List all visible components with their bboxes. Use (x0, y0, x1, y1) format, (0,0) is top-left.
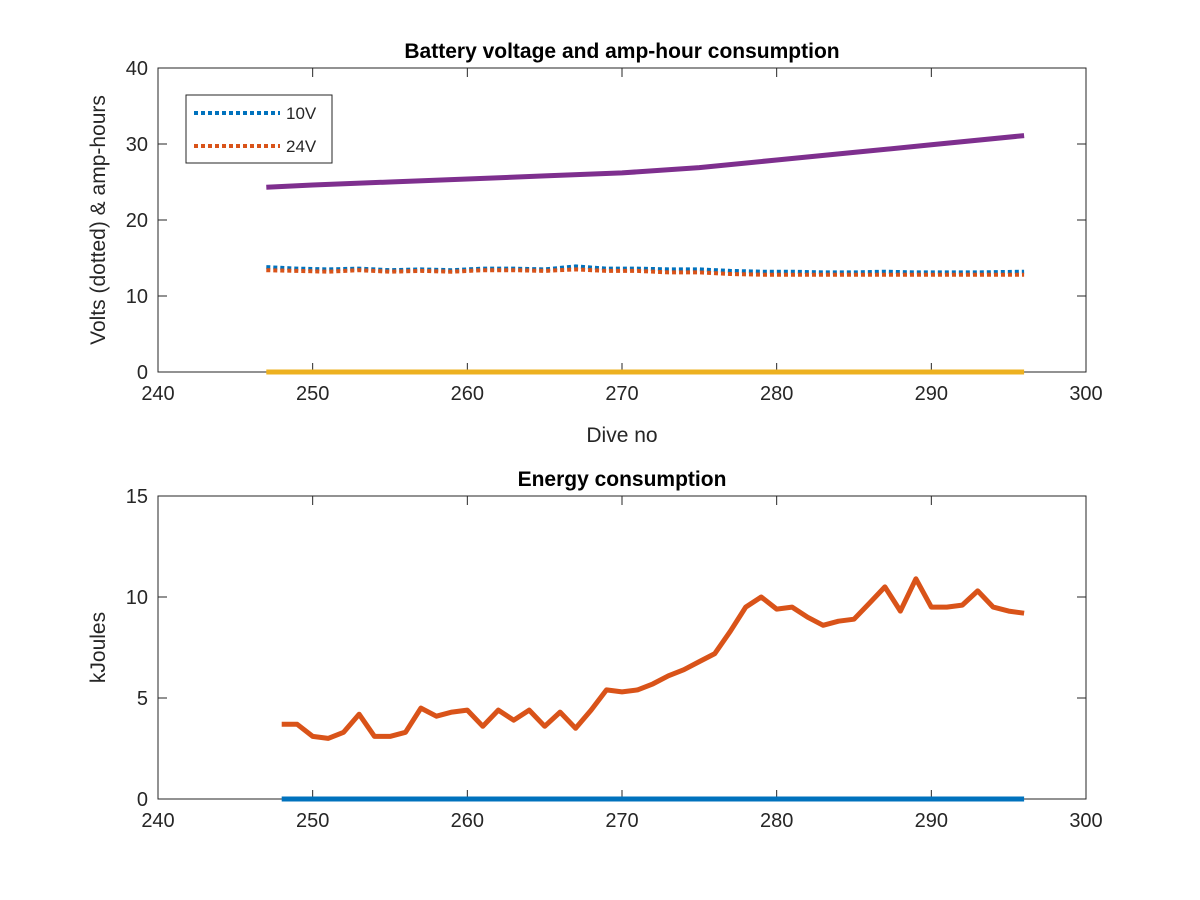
x-tick-label: 260 (451, 383, 484, 405)
x-tick-label: 290 (915, 383, 948, 405)
x-tick-label: 300 (1069, 810, 1102, 832)
y-tick-label: 15 (126, 486, 148, 508)
x-axis-label: Dive no (586, 424, 657, 447)
series-line-1 (266, 264, 1025, 275)
series-line-2 (281, 576, 1025, 741)
x-tick-label: 280 (760, 810, 793, 832)
y-tick-label: 0 (137, 362, 148, 384)
x-tick-label: 240 (141, 383, 174, 405)
x-tick-label: 280 (760, 383, 793, 405)
y-axis-label: Volts (dotted) & amp-hours (87, 95, 110, 345)
x-tick-label: 250 (296, 383, 329, 405)
x-tick-label: 290 (915, 810, 948, 832)
y-axis-label: kJoules (87, 612, 110, 683)
legend-box (185, 94, 333, 164)
y-tick-label: 20 (126, 210, 148, 232)
x-tick-label: 270 (605, 383, 638, 405)
legend-label: 10V (286, 104, 317, 123)
chart-title: Battery voltage and amp-hour consumption (404, 40, 839, 63)
y-tick-label: 10 (126, 286, 148, 308)
subplot-2: 240 250 260 270 280 290 300 0 5 10 15 Energy consum… (87, 468, 1103, 832)
series-line-4 (266, 133, 1025, 190)
y-tick-label: 30 (126, 134, 148, 156)
x-tick-label: 270 (605, 810, 638, 832)
x-tick-label: 240 (141, 810, 174, 832)
x-tick-label: 300 (1069, 383, 1102, 405)
x-tick-label: 250 (296, 810, 329, 832)
y-tick-label: 10 (126, 587, 148, 609)
y-tick-label: 5 (137, 688, 148, 710)
axes-box (157, 495, 1087, 800)
chart-title: Energy consumption (518, 468, 727, 491)
legend-label: 24V (286, 137, 317, 156)
series-line-2 (266, 267, 1025, 277)
y-tick-label: 40 (126, 58, 148, 80)
subplot-1: 240 250 260 270 280 290 300 0 10 20 30 40 Battery vo… (87, 40, 1103, 447)
legend: 10V 24V (185, 94, 333, 164)
y-tick-label: 0 (137, 789, 148, 811)
x-tick-label: 260 (451, 810, 484, 832)
